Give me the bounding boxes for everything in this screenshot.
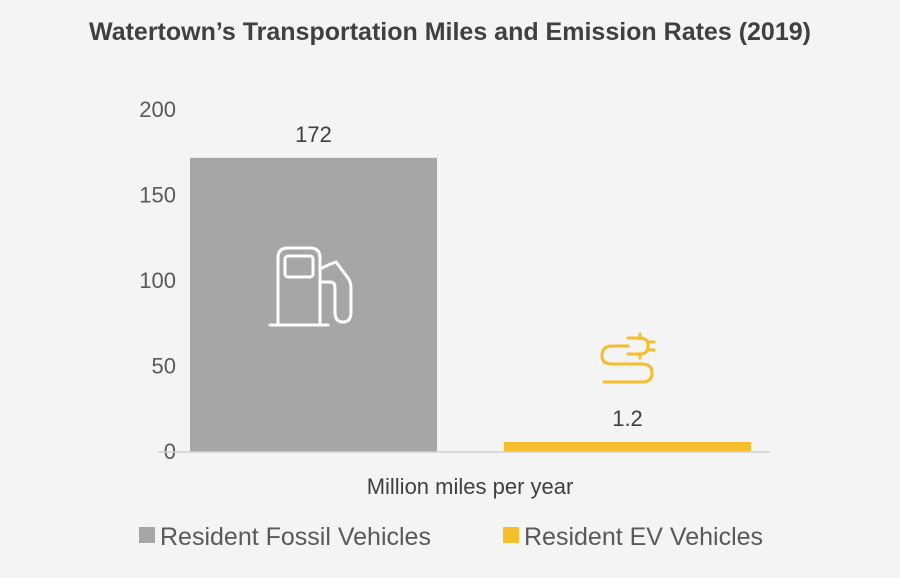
x-axis-label: Million miles per year — [367, 474, 574, 499]
ev-plug-icon — [600, 332, 656, 384]
data-label-ev: 1.2 — [612, 406, 643, 431]
bar-ev — [504, 442, 751, 452]
legend: Resident Fossil Vehicles Resident EV Veh… — [139, 523, 763, 551]
y-tick-label: 150 — [139, 183, 176, 208]
y-tick-label: 50 — [152, 354, 176, 379]
legend-swatch-ev — [503, 527, 519, 543]
legend-label-ev: Resident EV Vehicles — [524, 523, 763, 551]
legend-label-fossil: Resident Fossil Vehicles — [160, 523, 431, 551]
y-tick-label: 200 — [139, 97, 176, 122]
fuel-pump-icon — [268, 246, 353, 327]
bars — [190, 157, 751, 452]
data-labels: 172 1.2 — [295, 122, 643, 431]
y-tick-label: 100 — [139, 268, 176, 293]
data-label-fossil: 172 — [295, 122, 332, 147]
legend-swatch-fossil — [139, 527, 155, 543]
chart-title: Watertown’s Transportation Miles and Emi… — [89, 18, 811, 46]
bar-fossil — [190, 157, 437, 452]
